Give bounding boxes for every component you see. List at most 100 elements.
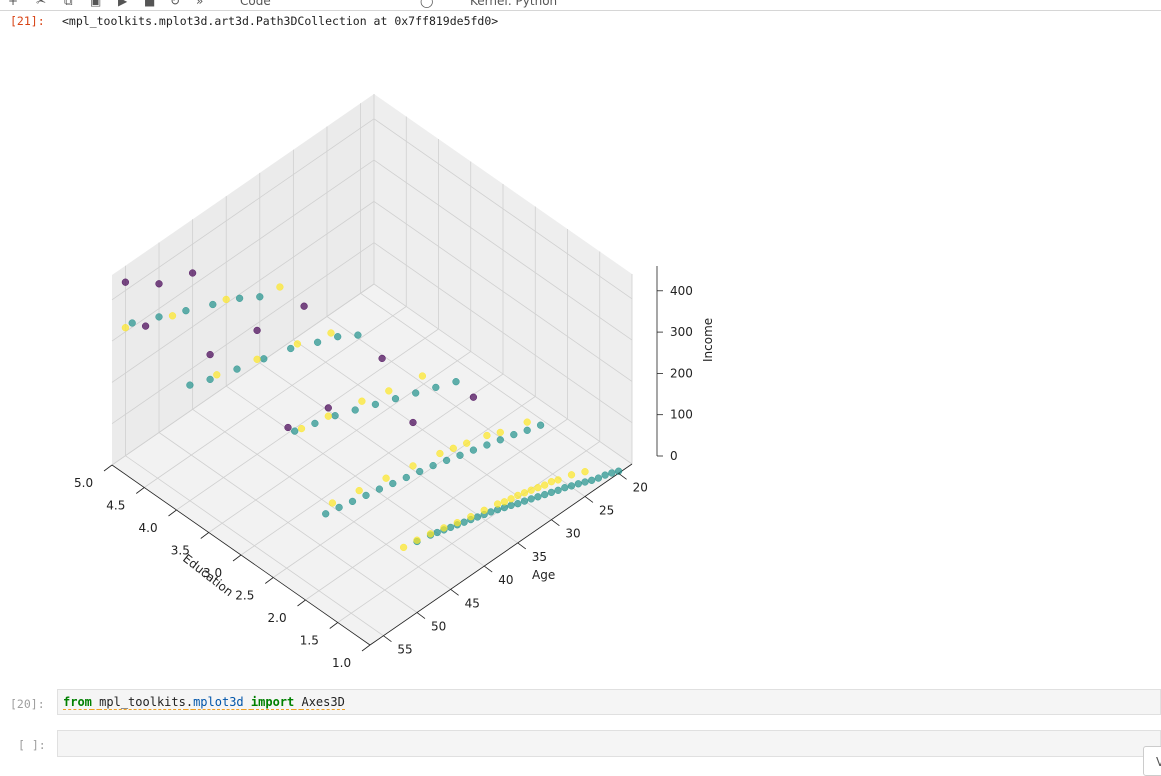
data-point bbox=[400, 543, 408, 552]
data-point bbox=[389, 479, 397, 488]
data-point bbox=[322, 510, 330, 518]
data-point bbox=[334, 333, 342, 341]
edu-tick-mark bbox=[103, 464, 113, 472]
data-point bbox=[293, 340, 302, 348]
data-point bbox=[567, 471, 576, 479]
data-point bbox=[523, 418, 531, 426]
data-point bbox=[436, 449, 444, 458]
edu-tick-mark bbox=[297, 599, 306, 607]
data-point bbox=[601, 471, 609, 479]
data-point bbox=[142, 322, 150, 330]
data-point bbox=[416, 467, 424, 476]
data-point bbox=[469, 393, 478, 401]
age-tick-label: 40 bbox=[498, 573, 513, 587]
data-point bbox=[527, 495, 535, 503]
module-dot: . bbox=[185, 695, 194, 710]
data-point bbox=[128, 319, 136, 327]
back-pane-left bbox=[112, 94, 374, 465]
data-point bbox=[409, 462, 417, 470]
fast-forward-icon[interactable]: » bbox=[196, 0, 204, 8]
keyword-from: from bbox=[63, 695, 92, 710]
edu-tick-mark bbox=[232, 554, 242, 562]
module-mplot3d: mplot3d bbox=[193, 695, 244, 710]
age-tick-mark bbox=[618, 472, 627, 480]
scatter-3d-plot: 20 25 30 35 40 45 50 55 1.0 1.5 2.0 2.5 3.0 3.5 4.0 4.5… bbox=[74, 94, 715, 670]
data-point bbox=[213, 371, 221, 379]
data-point bbox=[121, 278, 130, 286]
data-point bbox=[547, 488, 556, 497]
cell-type-select[interactable]: Code bbox=[240, 0, 271, 8]
edu-grid-line-floor bbox=[305, 418, 568, 601]
age-axis-line bbox=[369, 463, 633, 646]
data-point bbox=[121, 324, 130, 332]
data-point bbox=[452, 378, 460, 386]
data-point bbox=[507, 495, 515, 503]
income-grid-line-left bbox=[111, 201, 375, 383]
age-tick-mark bbox=[450, 588, 459, 596]
edu-tick-mark bbox=[168, 509, 177, 517]
income-grid-line-right bbox=[373, 118, 633, 300]
data-point bbox=[496, 436, 504, 444]
copy-icon[interactable]: ⧉ bbox=[64, 0, 73, 8]
data-point bbox=[362, 491, 370, 500]
data-point bbox=[510, 431, 518, 439]
data-point bbox=[554, 476, 562, 484]
data-point bbox=[487, 508, 495, 516]
data-point bbox=[588, 476, 596, 484]
code-cell-20[interactable]: from mpl_toolkits.mplot3d import Axes3D bbox=[57, 689, 1161, 715]
income-tick-label: 400 bbox=[670, 284, 693, 298]
education-tick-label: 1.0 bbox=[332, 656, 351, 670]
imported-name: Axes3D bbox=[301, 695, 345, 710]
data-point bbox=[391, 395, 400, 403]
edu-grid-line-floor bbox=[176, 328, 439, 511]
code-cell-empty[interactable] bbox=[57, 730, 1161, 757]
data-point bbox=[168, 312, 177, 320]
data-point bbox=[287, 344, 295, 353]
data-point bbox=[355, 487, 363, 495]
edu-tick-mark bbox=[136, 487, 145, 494]
data-point bbox=[561, 484, 569, 492]
run-icon[interactable]: ▶ bbox=[118, 0, 128, 8]
data-point bbox=[354, 331, 362, 339]
data-point bbox=[483, 441, 491, 449]
age-tick-mark bbox=[517, 542, 527, 550]
education-tick-label: 3.5 bbox=[171, 544, 190, 558]
data-point bbox=[418, 372, 427, 380]
data-point bbox=[536, 421, 545, 429]
grid-lines bbox=[111, 94, 633, 646]
data-point bbox=[260, 355, 268, 363]
data-point bbox=[206, 375, 214, 384]
data-point bbox=[276, 283, 284, 291]
data-point bbox=[500, 498, 509, 506]
data-point bbox=[494, 500, 502, 508]
data-point bbox=[527, 486, 535, 494]
data-point bbox=[409, 418, 417, 427]
data-point bbox=[402, 473, 410, 482]
data-point bbox=[432, 383, 440, 392]
stop-icon[interactable]: ■ bbox=[144, 0, 156, 8]
income-tick-label: 300 bbox=[670, 325, 693, 339]
education-tick-label: 3.0 bbox=[203, 566, 222, 580]
edu-grid-line-floor bbox=[273, 396, 536, 578]
income-grid-line-right bbox=[373, 201, 633, 382]
income-grid-line-left bbox=[111, 283, 375, 466]
data-point bbox=[236, 294, 244, 302]
data-point bbox=[483, 431, 491, 440]
restart-icon[interactable]: ↻ bbox=[170, 0, 181, 8]
cut-icon[interactable]: ✂ bbox=[36, 0, 47, 8]
data-point bbox=[443, 456, 451, 465]
age-tick-label: 20 bbox=[633, 480, 648, 494]
education-tick-label: 2.0 bbox=[268, 611, 287, 625]
age-tick-label: 45 bbox=[465, 596, 480, 610]
data-point bbox=[335, 503, 343, 512]
data-point bbox=[300, 302, 308, 310]
data-point bbox=[284, 423, 292, 432]
data-point bbox=[358, 397, 366, 405]
data-point bbox=[594, 474, 603, 482]
keyword-import: import bbox=[250, 695, 295, 710]
paste-icon[interactable]: ▣ bbox=[90, 0, 102, 8]
add-cell-icon[interactable]: + bbox=[8, 0, 19, 8]
education-tick-label: 1.5 bbox=[300, 634, 319, 648]
data-point bbox=[182, 307, 190, 315]
data-point bbox=[206, 351, 214, 359]
